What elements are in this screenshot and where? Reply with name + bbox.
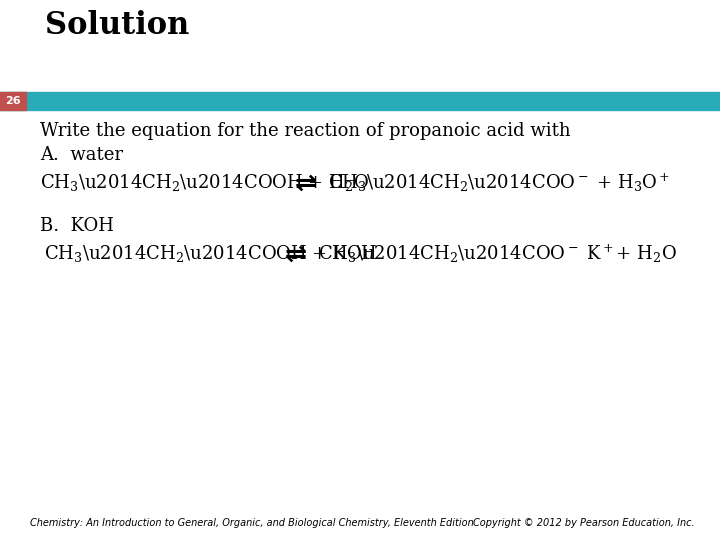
- Bar: [0, 92, 720, 110]
- Text: ⇌: ⇌: [295, 171, 317, 197]
- Text: Solution: Solution: [45, 10, 189, 41]
- Text: ⇌: ⇌: [285, 242, 307, 268]
- Text: $\mathregular{CH_3}$\u2014$\mathregular{CH_2}$\u2014COOH + KOH: $\mathregular{CH_3}$\u2014$\mathregular{…: [44, 243, 377, 264]
- Bar: [0, 92, 26, 110]
- Text: $\mathregular{CH_3}$\u2014$\mathregular{CH_2}$\u2014COO$\mathregular{^-}$ K$\mat: $\mathregular{CH_3}$\u2014$\mathregular{…: [318, 243, 677, 265]
- Text: $\mathregular{CH_3}$\u2014$\mathregular{CH_2}$\u2014COOH + $\mathregular{H_2}$O: $\mathregular{CH_3}$\u2014$\mathregular{…: [40, 172, 369, 193]
- Text: A.  water: A. water: [40, 146, 123, 164]
- Text: Write the equation for the reaction of propanoic acid with: Write the equation for the reaction of p…: [40, 122, 571, 140]
- Text: $\mathregular{CH_3}$\u2014$\mathregular{CH_2}$\u2014COO$\mathregular{^-}$ + $\ma: $\mathregular{CH_3}$\u2014$\mathregular{…: [328, 172, 670, 194]
- Text: 26: 26: [5, 96, 21, 106]
- Text: B.  KOH: B. KOH: [40, 217, 114, 235]
- Text: Copyright © 2012 by Pearson Education, Inc.: Copyright © 2012 by Pearson Education, I…: [473, 518, 695, 528]
- Text: Chemistry: An Introduction to General, Organic, and Biological Chemistry, Eleven: Chemistry: An Introduction to General, O…: [30, 518, 474, 528]
